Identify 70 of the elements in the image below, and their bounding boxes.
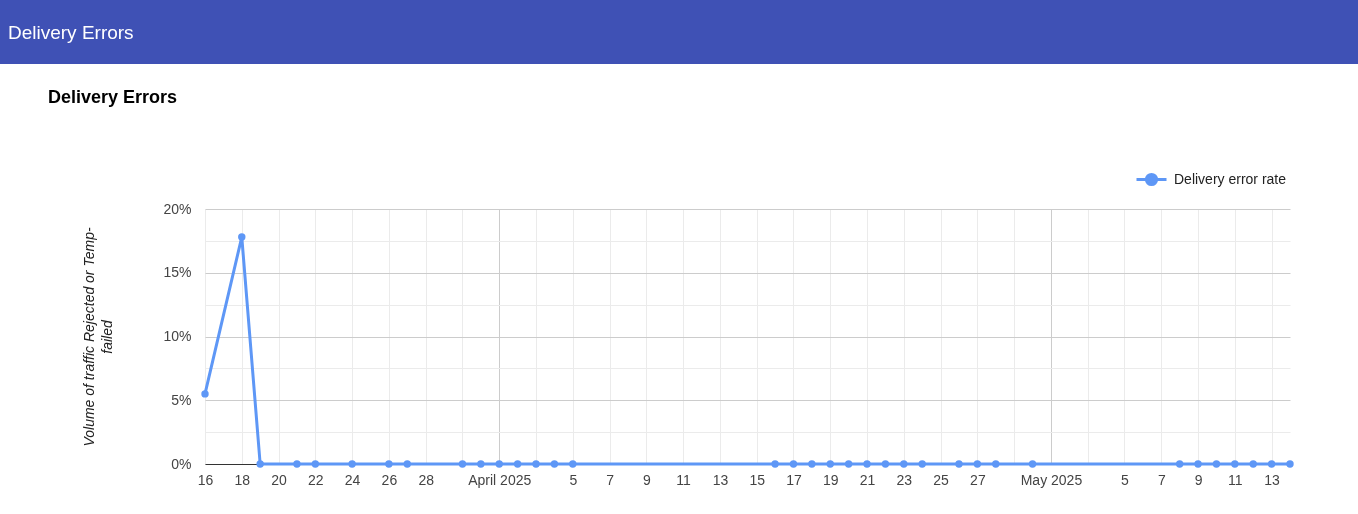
x-tick-label: 5	[1121, 471, 1130, 488]
x-tick-label: 21	[859, 471, 876, 488]
x-tick-label: 24	[344, 471, 361, 488]
point	[201, 390, 209, 398]
x-tick-label: 9	[642, 471, 651, 488]
point	[1175, 460, 1184, 468]
x-tick-label: April 2025	[468, 471, 532, 488]
y-tick-label: 10%	[163, 328, 192, 344]
x-tick-label: 11	[676, 471, 692, 488]
point	[311, 460, 320, 468]
point	[863, 460, 871, 468]
x-tick-label: 26	[381, 471, 398, 488]
x-tick-label: 25	[933, 471, 950, 488]
point	[1028, 460, 1037, 468]
x-tick-label: 7	[1157, 471, 1166, 488]
point	[458, 460, 467, 468]
point	[1249, 460, 1257, 468]
y-tick-label: 5%	[171, 391, 192, 408]
point	[900, 460, 908, 468]
x-tick-label: May 2025	[1020, 471, 1083, 488]
x-tick-label: 5	[569, 471, 578, 488]
point	[1212, 460, 1221, 468]
point	[256, 460, 264, 468]
x-tick-label: 13	[1264, 471, 1281, 488]
point	[293, 460, 301, 468]
y-tick-label: 20%	[163, 200, 192, 217]
point	[992, 460, 1000, 468]
point	[1286, 460, 1294, 468]
x-tick-label: 9	[1194, 471, 1203, 488]
point	[238, 233, 246, 241]
point	[844, 460, 853, 468]
point	[348, 460, 356, 468]
point	[918, 460, 926, 468]
point	[808, 460, 816, 468]
point	[385, 460, 393, 468]
point	[477, 460, 485, 468]
x-tick-label: 7	[606, 471, 615, 488]
point	[1231, 460, 1239, 468]
x-tick-label: 17	[786, 471, 802, 488]
point	[973, 460, 982, 468]
x-tick-label: 18	[234, 471, 251, 488]
x-tick-label: 27	[970, 471, 986, 488]
point	[881, 460, 890, 468]
legend-label: Delivery error rate	[1174, 170, 1287, 187]
point	[495, 460, 503, 468]
y-axis-title: Volume of traffic Rejected or Temp-failed	[81, 227, 116, 447]
point	[955, 460, 963, 468]
point	[403, 460, 411, 468]
x-tick-label: 16	[197, 471, 214, 488]
point	[513, 460, 522, 468]
point	[1267, 460, 1276, 468]
x-tick-label: 23	[896, 471, 913, 488]
point	[826, 460, 834, 468]
x-tick-label: 11	[1228, 471, 1243, 488]
x-tick-label: 13	[712, 471, 729, 488]
y-tick-label: 0%	[171, 455, 192, 472]
point	[1194, 460, 1202, 468]
point	[771, 460, 779, 468]
x-tick-label: 22	[308, 471, 324, 488]
point	[550, 460, 559, 468]
point	[789, 460, 798, 468]
x-tick-label: 19	[822, 471, 839, 488]
y-tick-label: 15%	[163, 264, 192, 281]
point	[532, 460, 540, 468]
x-tick-label: 20	[271, 471, 288, 488]
chart-title: Delivery Errors	[48, 87, 178, 107]
text: Delivery Errors	[8, 22, 134, 43]
point	[569, 460, 577, 468]
x-tick-label: 15	[749, 471, 766, 488]
x-tick-label: 28	[418, 471, 435, 488]
